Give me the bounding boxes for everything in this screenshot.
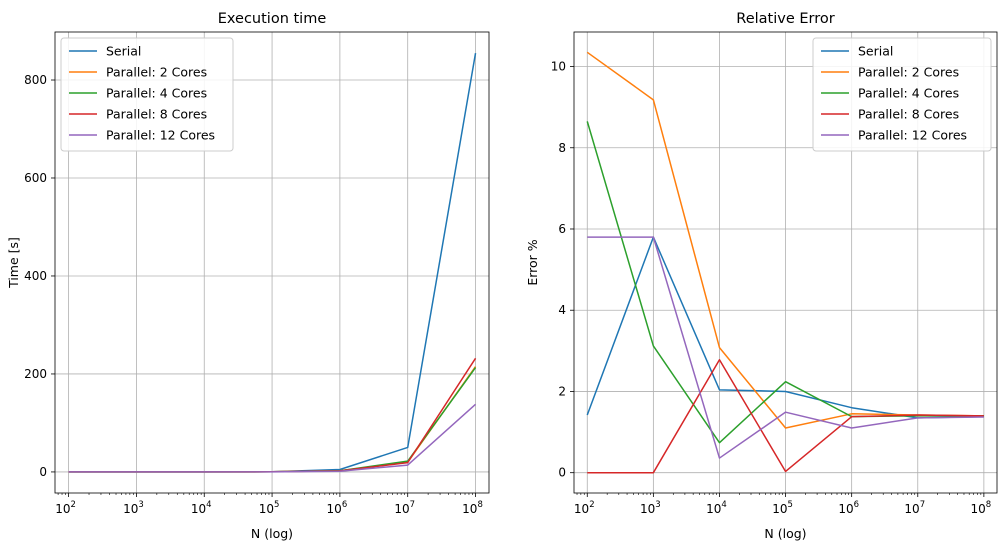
y-tick-label: 800 (24, 73, 47, 87)
legend-box (812, 37, 992, 152)
subplot-relative-error: 102 103 104 105 106 107 108 0 2 4 6 8 10 Relative Err… (525, 11, 998, 541)
x-axis-label: N (log) (251, 526, 293, 541)
legend-label: Parallel: 4 Cores (106, 86, 207, 101)
x-tick-label: 106 (327, 500, 348, 516)
legend-label: Serial (858, 44, 893, 59)
x-tick-label: 108 (971, 500, 992, 516)
y-tick-label: 600 (24, 171, 47, 185)
legend-label: Parallel: 2 Cores (858, 65, 959, 80)
x-tick-label: 106 (838, 500, 859, 516)
legend-label: Parallel: 2 Cores (106, 65, 207, 80)
y-tick-label: 4 (558, 303, 566, 317)
y-tick-label: 6 (558, 222, 566, 236)
legend-label: Parallel: 12 Cores (858, 128, 967, 143)
y-tick-label: 0 (558, 466, 566, 480)
series-line-4 (587, 236, 984, 459)
y-tick-label: 10 (551, 60, 566, 74)
x-tick-label: 102 (55, 500, 76, 516)
legend-label: Parallel: 4 Cores (858, 86, 959, 101)
legend-label: Parallel: 8 Cores (106, 107, 207, 122)
x-axis-label: N (log) (764, 526, 806, 541)
series-line-3 (587, 359, 984, 474)
x-tick-label: 102 (574, 500, 595, 516)
x-tick-label: 104 (191, 500, 212, 516)
y-tick-label: 200 (24, 367, 47, 381)
x-tick-label: 107 (904, 500, 925, 516)
x-tick-label: 104 (706, 500, 727, 516)
legend-label: Parallel: 12 Cores (106, 128, 215, 143)
legend-box (60, 37, 234, 152)
y-tick-label: 8 (558, 141, 566, 155)
x-tick-label: 103 (640, 500, 661, 516)
y-tick-label: 0 (39, 465, 47, 479)
chart-title: Execution time (218, 11, 327, 27)
y-tick-label: 2 (558, 384, 566, 398)
legend-label: Parallel: 8 Cores (858, 107, 959, 122)
y-axis-label: Time [s] (6, 237, 21, 289)
legend: Serial Parallel: 2 Cores Parallel: 4 Cores… (812, 37, 992, 152)
series-line-2 (586, 121, 984, 444)
subplot-execution-time: 102 103 104 105 106 107 108 0 200 400 600 800 Execut… (6, 11, 490, 541)
legend-label: Serial (106, 44, 141, 59)
series-line-4 (68, 403, 477, 473)
legend: Serial Parallel: 2 Cores Parallel: 4 Cores… (60, 37, 234, 152)
y-tick-label: 400 (24, 269, 47, 283)
chart-title: Relative Error (736, 11, 834, 27)
x-tick-label: 103 (123, 500, 144, 516)
y-axis-label: Error % (525, 239, 540, 285)
x-tick-label: 108 (462, 500, 483, 516)
x-tick-label: 105 (259, 500, 280, 516)
x-tick-label: 105 (772, 500, 793, 516)
x-tick-label: 107 (394, 500, 415, 516)
